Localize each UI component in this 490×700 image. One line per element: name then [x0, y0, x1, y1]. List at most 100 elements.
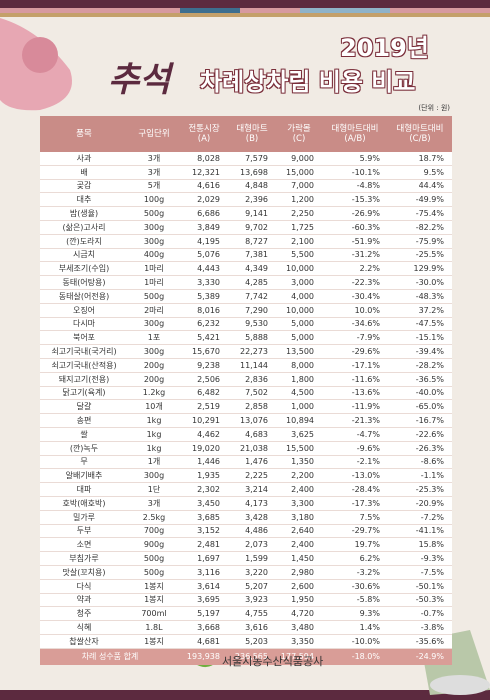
cell: 300g — [128, 317, 180, 332]
cell: 9.3% — [322, 606, 388, 622]
cell: -16.7% — [388, 413, 452, 428]
cell: 19.7% — [322, 537, 388, 553]
cell: 3,450 — [180, 496, 228, 511]
row: 맛살(꼬치용) 500g 3,116 3,220 2,980 -3.2% -7.5% — [40, 565, 452, 580]
cell: -13.6% — [322, 386, 388, 401]
cell: 3개 — [128, 152, 180, 166]
column-header: 전통시장 (A) — [180, 116, 228, 152]
cell: 1포 — [128, 330, 180, 346]
cell: 부침가루 — [40, 551, 128, 566]
cell: -28.2% — [388, 358, 452, 373]
cell: 오징어 — [40, 303, 128, 318]
cell: -3.8% — [388, 620, 452, 635]
cell: -17.1% — [322, 358, 388, 373]
cell: 3,668 — [180, 620, 228, 635]
cell: -2.1% — [322, 455, 388, 470]
cell: -1.1% — [388, 468, 452, 484]
cell: 5,389 — [180, 289, 228, 304]
total-row: 차례 성수품 합계 193,938 236,565 177,594 -18.0% -24.… — [40, 648, 452, 665]
cell: 4,500 — [276, 386, 322, 401]
cell: 4,683 — [228, 427, 276, 442]
row: 오징어 2마리 8,016 7,290 10,000 10.0% 37.2% — [40, 303, 452, 318]
cell: 4,486 — [228, 524, 276, 539]
cell: -22.6% — [388, 427, 452, 442]
cell: 소면 — [40, 537, 128, 553]
row: 시금치 400g 5,076 7,381 5,500 -31.2% -25.5% — [40, 248, 452, 263]
cell: 200g — [128, 372, 180, 387]
cell: 2,519 — [180, 399, 228, 415]
cell: 3,214 — [228, 482, 276, 497]
cell: 1,725 — [276, 220, 322, 235]
cell: 쌀 — [40, 427, 128, 442]
row: 대추 100g 2,029 2,396 1,200 -15.3% -49.9% — [40, 192, 452, 208]
cell: 7,579 — [228, 152, 276, 166]
row: 밤(생율) 500g 6,686 9,141 2,250 -26.9% -75.4% — [40, 206, 452, 221]
cell: 129.9% — [388, 261, 452, 277]
row: 동태살(어전용) 500g 5,389 7,742 4,000 -30.4% -48.3% — [40, 289, 452, 304]
cell: -28.4% — [322, 482, 388, 497]
cell: 4,848 — [228, 179, 276, 194]
cell: 5,421 — [180, 330, 228, 346]
row: 찹쌀산자 1봉지 4,681 5,203 3,350 -10.0% -35.6% — [40, 634, 452, 649]
cell: 2,396 — [228, 192, 276, 208]
cell: 동태(어탕용) — [40, 275, 128, 290]
cell: -3.2% — [322, 565, 388, 580]
cell: 3,152 — [180, 524, 228, 539]
cell: -30.0% — [388, 275, 452, 290]
cell: 18.7% — [388, 152, 452, 166]
cell: 2.2% — [322, 261, 388, 277]
cell: -50.3% — [388, 593, 452, 608]
cell: 7.5% — [322, 510, 388, 525]
cell: 쇠고기국내(국거리) — [40, 344, 128, 359]
cell: -7.5% — [388, 565, 452, 580]
cell: -21.3% — [322, 413, 388, 428]
cell: 700g — [128, 524, 180, 539]
cell: 44.4% — [388, 179, 452, 194]
cell: -26.3% — [388, 441, 452, 456]
row: 다식 1봉지 3,614 5,207 2,600 -30.6% -50.1% — [40, 579, 452, 594]
cell: (깐)녹두 — [40, 441, 128, 456]
cell: 2,250 — [276, 206, 322, 221]
cell: 300g — [128, 234, 180, 249]
cell: -49.9% — [388, 192, 452, 208]
cell: 6,482 — [180, 386, 228, 401]
row: 대파 1단 2,302 3,214 2,400 -28.4% -25.3% — [40, 482, 452, 497]
cell: 5,207 — [228, 579, 276, 594]
cell: -5.8% — [322, 593, 388, 608]
cell: (깐)도라지 — [40, 234, 128, 249]
cell: -47.5% — [388, 317, 452, 332]
cell: 12,321 — [180, 165, 228, 180]
header-row: 품목 구입단위 전통시장 (A) 대형마트 (B) 가락몰 (C) 대형마트대비 (A/B… — [40, 116, 452, 152]
cell: 1,200 — [276, 192, 322, 208]
cell: 대추 — [40, 192, 128, 208]
cell: -10.1% — [322, 165, 388, 180]
cell: 1,800 — [276, 372, 322, 387]
row: 식혜 1.8L 3,668 3,616 3,480 1.4% -3.8% — [40, 620, 452, 635]
cell: 7,742 — [228, 289, 276, 304]
row: 호박(애호박) 3개 3,450 4,173 3,300 -17.3% -20.9% — [40, 496, 452, 511]
row: 사과 3개 8,028 7,579 9,000 5.9% 18.7% — [40, 152, 452, 166]
cell: -25.5% — [388, 248, 452, 263]
cell: 밤(생율) — [40, 206, 128, 221]
cell: (삶은)고사리 — [40, 220, 128, 235]
cell: 1kg — [128, 413, 180, 428]
cell: 2,225 — [228, 468, 276, 484]
cell: 15.8% — [388, 537, 452, 553]
cell: 3,220 — [228, 565, 276, 580]
cell: 5개 — [128, 179, 180, 194]
cell: 3,695 — [180, 593, 228, 608]
row: 약과 1봉지 3,695 3,923 1,950 -5.8% -50.3% — [40, 593, 452, 608]
cell: 5.9% — [322, 152, 388, 166]
cell: 300g — [128, 220, 180, 235]
cell: 1,000 — [276, 399, 322, 415]
cell: 1마리 — [128, 275, 180, 290]
cell: 시금치 — [40, 248, 128, 263]
unit: (단위 : 원) — [418, 104, 450, 112]
cell: 7,502 — [228, 386, 276, 401]
row: 쌀 1kg 4,462 4,683 3,625 -4.7% -22.6% — [40, 427, 452, 442]
cell: 송편 — [40, 413, 128, 428]
cell: 4,616 — [180, 179, 228, 194]
cell: -20.9% — [388, 496, 452, 511]
cell: 배 — [40, 165, 128, 180]
cell: 맛살(꼬치용) — [40, 565, 128, 580]
